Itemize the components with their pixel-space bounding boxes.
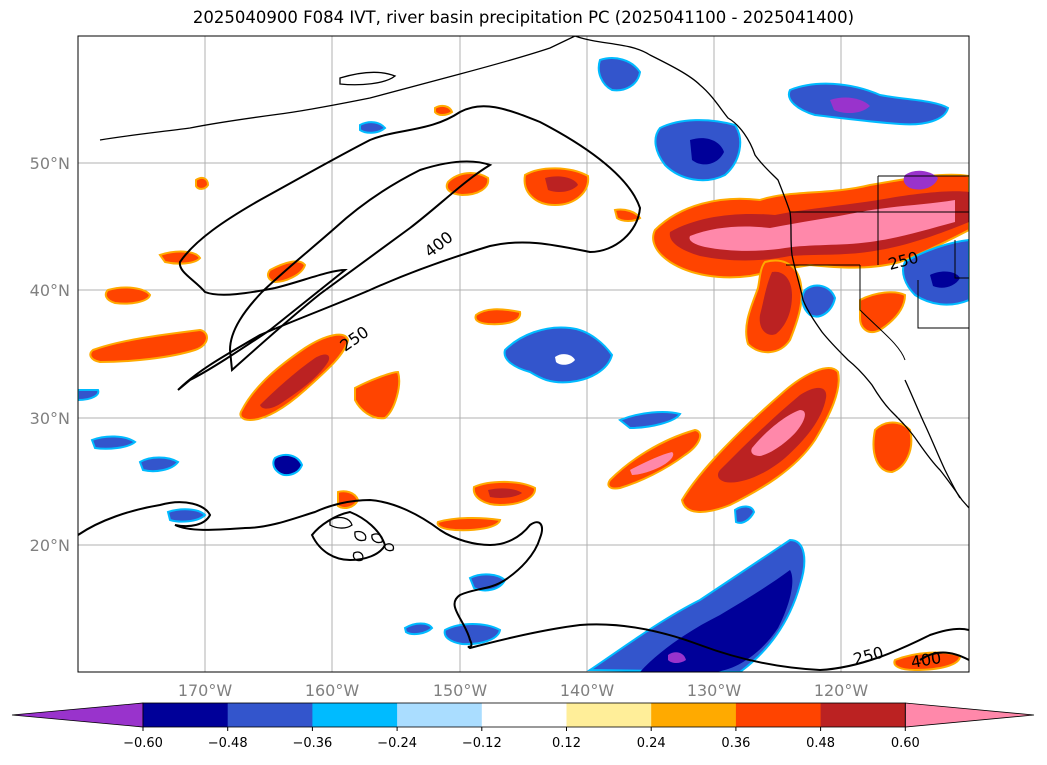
colorbar-segment <box>651 703 737 727</box>
colorbar-segment <box>397 703 483 727</box>
negative-anomaly-regions <box>78 57 969 672</box>
ivt-contours <box>78 105 969 672</box>
lat-label: 30°N <box>30 409 70 428</box>
map-frame <box>77 35 970 673</box>
colorbar: −0.60 −0.48 −0.36 −0.24 −0.12 0.12 0.24 0.36 0.4… <box>11 702 1035 751</box>
lon-label: 130°W <box>687 681 742 700</box>
colorbar-outline <box>142 702 906 728</box>
lat-label: 20°N <box>30 536 70 555</box>
coastlines <box>99 36 969 562</box>
colorbar-tick-label: −0.36 <box>292 736 332 751</box>
colorbar-tick-label: 0.36 <box>721 736 750 751</box>
positive-anomaly-regions <box>89 104 969 672</box>
lat-label: 50°N <box>30 154 70 173</box>
colorbar-segment <box>227 703 313 727</box>
colorbar-tick-label: −0.12 <box>462 736 502 751</box>
colorbar-tick-label: 0.48 <box>806 736 835 751</box>
latitude-labels: 50°N 40°N 30°N 20°N <box>30 154 70 555</box>
state-borders <box>786 175 969 361</box>
colorbar-tick-label: 0.24 <box>637 736 666 751</box>
colorbar-segment <box>566 703 652 727</box>
colorbar-segment <box>820 703 906 727</box>
colorbar-segment <box>312 703 398 727</box>
lon-label: 120°W <box>814 681 869 700</box>
lon-label: 140°W <box>560 681 615 700</box>
colorbar-tick-label: −0.48 <box>208 736 248 751</box>
colorbar-tick-label: −0.24 <box>377 736 417 751</box>
colorbar-segment <box>143 703 229 727</box>
lon-label: 150°W <box>433 681 488 700</box>
colorbar-segment <box>481 703 567 727</box>
lon-label: 160°W <box>305 681 360 700</box>
colorbar-tick-label: 0.12 <box>552 736 581 751</box>
colorbar-tick-label: −0.60 <box>123 736 163 751</box>
lat-label: 40°N <box>30 281 70 300</box>
lon-label: 170°W <box>178 681 233 700</box>
figure-title: 2025040900 F084 IVT, river basin precipi… <box>192 8 855 27</box>
colorbar-tick-label: 0.60 <box>891 736 920 751</box>
map-panel: 400 250 250 250 400 <box>78 36 969 672</box>
colorbar-segment <box>735 703 822 727</box>
longitude-labels: 170°W 160°W 150°W 140°W 130°W 120°W <box>178 681 869 700</box>
colorbar-extend-low <box>11 702 144 728</box>
colorbar-extend-high <box>904 702 1035 728</box>
